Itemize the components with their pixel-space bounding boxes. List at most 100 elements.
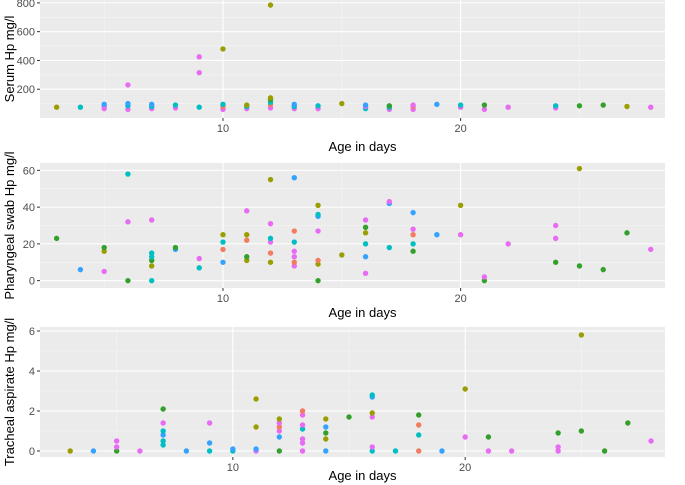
- data-point: [576, 165, 583, 172]
- data-point: [555, 448, 561, 454]
- data-point: [362, 254, 369, 260]
- x-tick-label: 10: [227, 462, 239, 474]
- data-point: [315, 202, 321, 208]
- data-point: [485, 434, 492, 440]
- data-point: [369, 414, 375, 420]
- data-point: [648, 104, 654, 110]
- data-point: [172, 102, 179, 108]
- data-point: [148, 101, 155, 108]
- data-point: [101, 101, 107, 108]
- data-point: [196, 69, 202, 76]
- data-point: [315, 211, 321, 218]
- data-point: [369, 448, 375, 454]
- y-tick-label: 20: [23, 239, 35, 251]
- data-point: [339, 252, 345, 258]
- data-point: [148, 277, 155, 284]
- data-point: [220, 239, 226, 245]
- data-point: [77, 266, 84, 273]
- data-point: [267, 220, 274, 227]
- data-point: [625, 420, 631, 426]
- y-tick-label: 400: [17, 55, 35, 67]
- x-axis-title: Age in days: [329, 305, 397, 320]
- data-point: [315, 257, 321, 264]
- x-axis-title: Age in days: [329, 468, 397, 483]
- data-point: [160, 420, 166, 426]
- data-point: [196, 255, 202, 262]
- data-point: [90, 448, 97, 454]
- x-tick-label: 20: [455, 293, 467, 305]
- data-point: [555, 430, 561, 436]
- y-tick-label: 60: [23, 165, 35, 177]
- data-point: [462, 386, 468, 392]
- data-point: [648, 438, 654, 444]
- data-point: [362, 241, 369, 247]
- data-point: [291, 175, 297, 181]
- data-point: [113, 438, 120, 444]
- data-point: [220, 231, 226, 238]
- data-point: [291, 248, 297, 254]
- data-point: [196, 104, 202, 110]
- data-point: [299, 426, 306, 432]
- data-point: [386, 103, 393, 109]
- data-point: [196, 54, 202, 60]
- data-point: [485, 448, 492, 454]
- data-point: [230, 446, 236, 452]
- data-point: [125, 171, 131, 177]
- data-point: [267, 176, 274, 183]
- data-point: [291, 239, 297, 245]
- data-point: [457, 202, 464, 208]
- data-point: [113, 444, 120, 450]
- data-point: [362, 230, 369, 236]
- data-point: [172, 244, 179, 251]
- data-point: [457, 102, 464, 108]
- data-point: [267, 95, 274, 101]
- data-point: [125, 82, 131, 88]
- data-point: [434, 231, 440, 238]
- data-point: [578, 428, 585, 434]
- data-point: [410, 241, 416, 247]
- data-point: [410, 248, 416, 254]
- data-point: [481, 102, 488, 108]
- data-point: [253, 396, 259, 402]
- data-point: [148, 263, 155, 269]
- data-point: [267, 2, 274, 8]
- data-point: [416, 412, 422, 418]
- data-point: [439, 448, 445, 454]
- data-point: [346, 414, 352, 420]
- y-tick-labels: 0 2 4 6: [29, 326, 40, 458]
- data-point: [101, 268, 107, 275]
- y-axis-title: Pharyngeal swab Hp mg/l: [2, 151, 17, 299]
- data-point: [206, 440, 213, 446]
- data-point: [276, 434, 283, 440]
- panel-background: [40, 327, 665, 457]
- data-point: [244, 231, 250, 238]
- data-point: [276, 448, 283, 454]
- data-point: [291, 259, 297, 265]
- data-point: [101, 244, 107, 251]
- chart-pharyngeal-swab: 0 20 40 60 10 20 Age in days Pharyngeal swab…: [2, 151, 665, 320]
- data-point: [206, 420, 213, 426]
- data-point: [508, 448, 515, 454]
- data-point: [369, 410, 375, 416]
- data-point: [125, 100, 131, 107]
- data-point: [299, 448, 306, 454]
- data-point: [323, 416, 329, 422]
- data-point: [220, 101, 226, 108]
- y-tick-label: 0: [29, 446, 35, 458]
- data-point: [299, 412, 306, 418]
- data-point: [77, 104, 84, 110]
- data-point: [183, 448, 190, 454]
- x-tick-label: 10: [217, 293, 229, 305]
- data-point: [220, 259, 226, 265]
- data-point: [624, 230, 630, 236]
- data-point: [291, 254, 297, 260]
- data-point: [505, 104, 511, 110]
- data-point: [315, 103, 321, 109]
- x-tick-labels: 10 20: [217, 288, 467, 305]
- data-point: [113, 448, 120, 454]
- data-point: [600, 102, 606, 108]
- data-point: [481, 274, 488, 280]
- data-point: [291, 101, 297, 108]
- y-tick-label: 800: [17, 0, 35, 10]
